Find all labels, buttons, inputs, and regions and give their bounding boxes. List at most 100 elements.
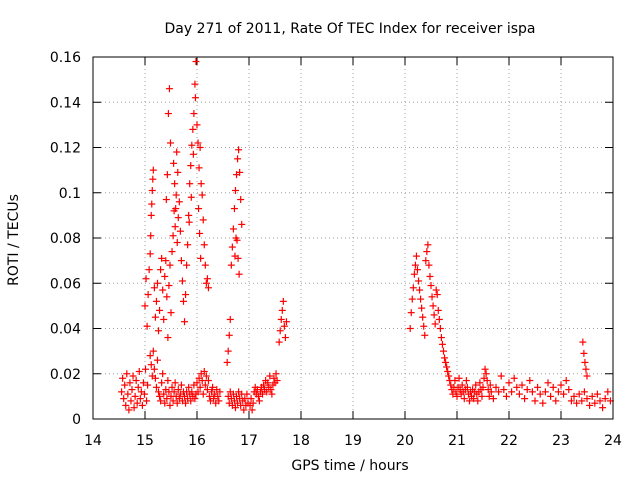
data-point	[444, 367, 452, 375]
data-point	[565, 386, 573, 394]
data-point	[443, 363, 451, 371]
ticks-layer: 14 15 16 17 18 19 20 21 22 23 24 0 0.02 0.04 0.06 0.08 0…	[50, 50, 622, 449]
data-point	[418, 304, 426, 312]
data-point	[531, 397, 539, 405]
data-point	[192, 58, 200, 66]
data-point	[601, 395, 609, 403]
data-point	[254, 392, 262, 400]
data-point	[412, 252, 420, 260]
data-point	[264, 379, 272, 387]
data-point	[436, 325, 444, 332]
data-point	[422, 257, 430, 265]
data-point	[170, 159, 178, 167]
data-point	[279, 297, 287, 305]
data-point	[140, 390, 148, 398]
data-point	[171, 379, 179, 387]
data-point	[165, 85, 173, 93]
data-point	[486, 381, 494, 389]
data-point	[268, 390, 276, 398]
data-point	[173, 239, 181, 247]
data-point	[500, 386, 508, 394]
data-point	[128, 386, 136, 394]
data-point	[579, 338, 587, 346]
data-point	[277, 315, 285, 323]
data-point	[182, 291, 190, 299]
data-point	[123, 370, 131, 378]
data-point	[235, 270, 243, 278]
data-point	[172, 205, 180, 213]
data-point	[215, 397, 223, 405]
data-point	[583, 372, 591, 380]
data-point	[177, 257, 185, 265]
data-point	[237, 196, 245, 204]
data-point	[451, 377, 459, 385]
data-point	[526, 377, 534, 385]
data-point	[267, 386, 275, 394]
data-point	[487, 388, 495, 396]
data-point	[156, 306, 164, 314]
data-point	[189, 125, 197, 133]
data-point	[126, 379, 134, 387]
chart-title: Day 271 of 2011, Rate Of TEC Index for r…	[164, 21, 535, 37]
data-point	[129, 372, 137, 380]
data-point	[421, 331, 429, 339]
data-point	[247, 395, 255, 403]
data-point	[476, 379, 484, 387]
data-point	[413, 266, 421, 274]
data-point	[226, 315, 234, 323]
data-point	[575, 390, 583, 398]
data-point	[478, 392, 486, 400]
data-point	[581, 358, 589, 366]
data-point	[266, 372, 274, 380]
data-point	[465, 397, 473, 405]
data-point	[280, 322, 288, 330]
data-point	[151, 374, 159, 382]
data-point	[410, 270, 418, 278]
data-point	[416, 286, 424, 294]
data-point	[497, 372, 505, 380]
data-point	[249, 399, 257, 407]
data-point	[195, 205, 203, 213]
data-point	[435, 315, 443, 323]
points-layer	[118, 58, 614, 414]
data-point	[182, 399, 190, 407]
data-point	[272, 370, 280, 378]
data-point	[588, 392, 596, 400]
data-point	[146, 352, 154, 360]
data-point	[580, 349, 588, 357]
data-point	[122, 401, 130, 409]
data-point	[263, 388, 271, 396]
data-point	[240, 406, 248, 414]
data-point	[148, 186, 156, 194]
data-point	[171, 180, 179, 188]
data-point	[198, 191, 206, 199]
data-point	[234, 155, 242, 163]
x-tick-label: 19	[344, 433, 362, 449]
data-point	[184, 241, 192, 249]
data-point	[150, 365, 158, 373]
data-point	[586, 401, 594, 409]
data-point	[502, 392, 510, 400]
data-point	[259, 390, 267, 398]
data-point	[560, 390, 568, 398]
data-point	[132, 377, 140, 385]
data-point	[210, 395, 218, 403]
data-point	[562, 377, 570, 385]
x-tick-label: 15	[136, 433, 154, 449]
data-point	[146, 250, 154, 258]
data-point	[495, 388, 503, 396]
data-point	[144, 291, 152, 299]
data-point	[197, 254, 205, 262]
data-point	[481, 365, 489, 373]
data-point	[144, 381, 152, 389]
data-point	[152, 383, 160, 391]
data-point	[420, 322, 428, 330]
data-point	[174, 214, 182, 222]
data-point	[205, 392, 213, 400]
data-point	[282, 318, 290, 326]
data-point	[554, 388, 562, 396]
y-axis-label: ROTI / TECUs	[6, 194, 22, 286]
data-point	[163, 171, 171, 179]
data-point	[492, 383, 500, 391]
data-point	[152, 297, 160, 305]
